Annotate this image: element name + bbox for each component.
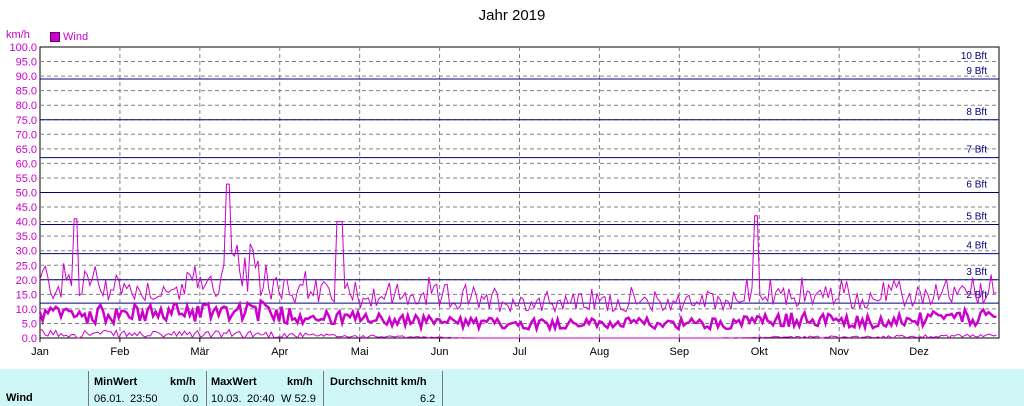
max-unit: km/h [287, 376, 313, 388]
y-tick-label: 30.0 [16, 246, 37, 258]
y-tick-label: 85.0 [16, 86, 37, 98]
x-tick-label: Mai [351, 346, 369, 358]
y-tick-label: 95.0 [16, 57, 37, 69]
x-tick-label: Aug [590, 346, 610, 358]
x-tick-label: Okt [751, 346, 768, 358]
beaufort-label: 10 Bft [961, 51, 987, 62]
stats-row-label: Wind [6, 392, 33, 404]
min-unit: km/h [170, 376, 196, 388]
series-wind-max [39, 183, 997, 314]
max-header: MaxWert [211, 376, 257, 388]
y-tick-label: 65.0 [16, 144, 37, 156]
beaufort-label: 3 Bft [966, 267, 987, 278]
beaufort-label: 7 Bft [966, 145, 987, 156]
y-tick-label: 40.0 [16, 217, 37, 229]
legend-swatch [50, 32, 60, 42]
y-tick-label: 50.0 [16, 188, 37, 200]
beaufort-label: 5 Bft [966, 212, 987, 223]
series-wind-mean [38, 298, 997, 334]
y-tick-label: 25.0 [16, 260, 37, 272]
x-tick-label: Jun [431, 346, 449, 358]
x-tick-label: Jan [31, 346, 49, 358]
max-date: 10.03. [211, 393, 242, 405]
legend: Wind [50, 31, 88, 43]
y-tick-label: 80.0 [16, 100, 37, 112]
max-value: W 52.9 [281, 393, 316, 405]
y-tick-label: 10.0 [16, 304, 37, 316]
y-tick-label: 75.0 [16, 115, 37, 127]
y-tick-label: 70.0 [16, 129, 37, 141]
avg-value: 6.2 [420, 393, 436, 405]
beaufort-label: 6 Bft [966, 180, 987, 191]
beaufort-label: 2 Bft [966, 290, 987, 301]
min-value: 0.0 [183, 393, 199, 405]
y-axis-unit: km/h [6, 29, 30, 41]
min-header: MinWert [94, 376, 138, 388]
y-tick-label: 5.0 [22, 318, 37, 330]
x-tick-label: Feb [110, 346, 129, 358]
y-tick-label: 55.0 [16, 173, 37, 185]
legend-label: Wind [63, 31, 89, 43]
y-tick-label: 45.0 [16, 202, 37, 214]
series-wind-min [39, 328, 997, 340]
stats-separator [88, 371, 89, 406]
stats-separator [323, 371, 324, 406]
y-tick-label: 20.0 [16, 275, 37, 287]
y-tick-label: 35.0 [16, 231, 37, 243]
x-tick-label: Jul [512, 346, 526, 358]
y-tick-label: 0.0 [22, 333, 37, 345]
x-tick-label: Mär [190, 346, 209, 358]
y-tick-label: 90.0 [16, 71, 37, 83]
stats-panel: Wind MinWert km/h 06.01. 23:50 0.0 MaxWe… [0, 369, 1024, 406]
min-date: 06.01. [94, 393, 125, 405]
x-tick-label: Dez [909, 346, 929, 358]
y-tick-label: 60.0 [16, 158, 37, 170]
avg-header: Durchschnitt km/h [330, 376, 427, 388]
beaufort-label: 4 Bft [966, 241, 987, 252]
x-tick-label: Nov [829, 346, 849, 358]
chart-title: Jahr 2019 [478, 7, 546, 24]
y-tick-label: 15.0 [16, 289, 37, 301]
stats-separator [206, 371, 207, 406]
stats-separator [442, 371, 443, 406]
beaufort-label: 8 Bft [966, 107, 987, 118]
x-tick-label: Sep [670, 346, 690, 358]
beaufort-label: 9 Bft [966, 66, 987, 77]
y-tick-label: 100.0 [9, 42, 37, 54]
wind-chart: 0.0 5.0 10.0 15.0 20.0 25.0 30.0 35.0 40.0 45.0 50… [9, 42, 1000, 358]
min-time: 23:50 [130, 393, 158, 405]
x-tick-label: Apr [271, 346, 288, 358]
max-time: 20:40 [247, 393, 275, 405]
